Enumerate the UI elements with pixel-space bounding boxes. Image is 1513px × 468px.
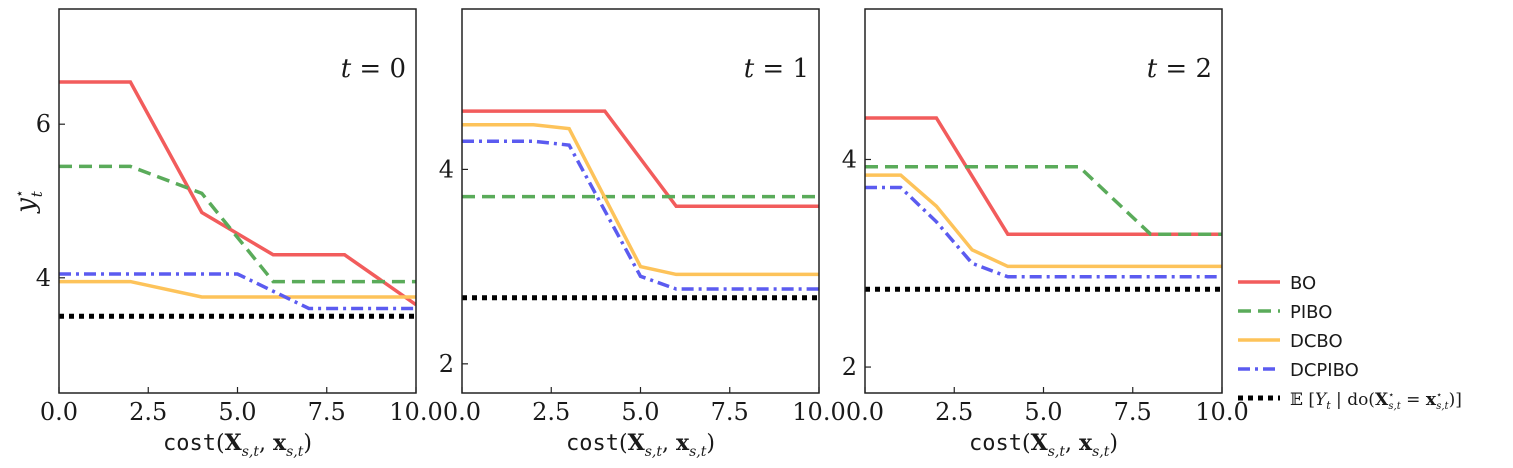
x-tick-label: 5.0 (621, 398, 659, 426)
y-axis-label: y⋆t (11, 189, 46, 213)
series-bo-line (59, 80, 416, 307)
y-tick-label: 6 (36, 110, 51, 138)
series-bo-line (865, 116, 1222, 236)
legend-label-bo: BO (1290, 273, 1316, 294)
series-dcpibo-line (462, 139, 819, 291)
x-tick-label: 10.0 (792, 398, 845, 426)
series-dcbo-line (59, 279, 416, 299)
series-dcpibo-line (59, 272, 416, 311)
x-tick-label: 0.0 (443, 398, 481, 426)
legend-label-expectation: 𝔼 [Yt | do(X⋆ s,t = x⋆ s,t)] (1290, 390, 1462, 412)
x-tick-label: 2.5 (532, 398, 570, 426)
panel-label: t = 0 (341, 54, 406, 84)
panel-3: 0.0 2.5 5.0 7.5 10.0 2 4 t = 2 cost(Xs,t, xs,t) (842, 8, 1249, 460)
panel-label: t = 1 (744, 54, 809, 84)
series-dcbo-line (462, 122, 819, 277)
x-axis-label: cost(Xs,t, xs,t) (969, 430, 1118, 460)
series-dcbo-line (865, 173, 1222, 269)
x-tick-label: 0.0 (40, 398, 78, 426)
x-tick-label: 10.0 (1195, 398, 1248, 426)
legend-label-dcbo: DCBO (1290, 331, 1343, 352)
x-tick-label: 7.5 (1114, 398, 1152, 426)
series-dcpibo-line (865, 185, 1222, 279)
y-tick-label: 4 (842, 145, 857, 173)
series-bo-line (462, 109, 819, 209)
x-tick-label: 2.5 (129, 398, 167, 426)
series-pibo-line (865, 165, 1222, 236)
x-tick-label: 2.5 (935, 398, 973, 426)
legend-label-pibo: PIBO (1290, 302, 1332, 323)
y-tick-label: 2 (842, 353, 857, 381)
x-tick-label: 5.0 (1024, 398, 1062, 426)
series-pibo-line (59, 164, 416, 284)
x-tick-label: 7.5 (308, 398, 346, 426)
panel-1: 0.0 2.5 5.0 7.5 10.0 4 6 t = 0 cost(Xs,t, xs,t) y… (11, 8, 443, 460)
x-tick-label: 10.0 (389, 398, 442, 426)
x-axis-label: cost(Xs,t, xs,t) (163, 430, 312, 460)
y-tick-label: 2 (439, 350, 454, 378)
legend: BO PIBO DCBO DCPIBO 𝔼 [Yt | do(X⋆ s,t = x⋆ s,t… (1238, 273, 1462, 412)
panel-2: 0.0 2.5 5.0 7.5 10.0 2 4 t = 1 cost(Xs,t, xs,t) (439, 8, 846, 460)
x-tick-label: 5.0 (218, 398, 256, 426)
x-axis-label: cost(Xs,t, xs,t) (566, 430, 715, 460)
x-tick-label: 7.5 (711, 398, 749, 426)
legend-label-dcpibo: DCPIBO (1290, 360, 1359, 381)
y-tick-label: 4 (439, 155, 454, 183)
panel-label: t = 2 (1147, 54, 1212, 84)
y-tick-label: 4 (36, 264, 51, 292)
x-tick-label: 0.0 (846, 398, 884, 426)
